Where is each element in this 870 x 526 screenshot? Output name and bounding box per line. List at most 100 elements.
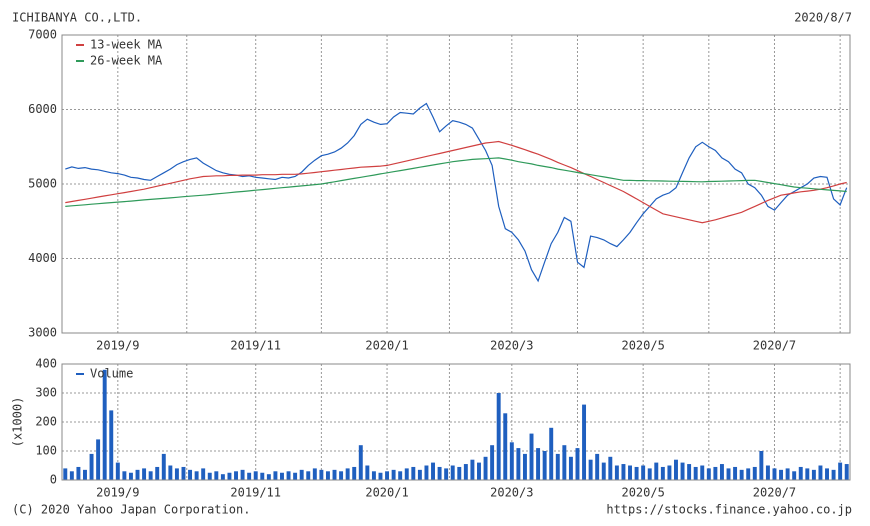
volume-bar [161, 453, 166, 480]
price-line [65, 102, 848, 283]
volume-bar [128, 472, 133, 480]
volume-bar [568, 456, 573, 480]
volume-bar [214, 471, 219, 480]
volume-bar [660, 466, 665, 480]
volume-bar [332, 469, 337, 480]
volume-bar [201, 468, 206, 480]
x-tick-label: 2019/9 [96, 339, 139, 353]
volume-bar [844, 464, 849, 480]
volume-bar [450, 465, 455, 480]
volume-bar [582, 404, 587, 480]
volume-bar [680, 462, 685, 480]
volume-bar [266, 474, 271, 480]
volume-bar [273, 471, 278, 480]
x-tick-label: 2020/1 [365, 486, 408, 500]
volume-bar [286, 471, 291, 480]
volume-bar [614, 465, 619, 480]
volume-bar [818, 465, 823, 480]
volume-bar [706, 468, 711, 480]
source-url: https://stocks.finance.yahoo.co.jp [606, 503, 852, 517]
volume-bar [148, 471, 153, 480]
volume-bar [181, 466, 186, 480]
volume-bar [431, 462, 435, 480]
volume-bar [220, 474, 225, 480]
volume-bar [188, 469, 193, 480]
volume-bar [411, 466, 416, 480]
volume-bar [509, 442, 514, 480]
volume-bar [667, 465, 672, 480]
volume-bar [792, 471, 797, 480]
volume-bar [115, 462, 120, 480]
volume-bar [96, 439, 101, 480]
volume-bar [752, 466, 757, 480]
volume-bar [109, 410, 114, 480]
volume-bar [365, 465, 370, 480]
volume-bar [102, 369, 107, 480]
volume-bar [352, 466, 357, 480]
volume-bar [588, 459, 593, 480]
volume-bar [142, 468, 147, 480]
volume-bar [549, 427, 554, 480]
volume-bar [477, 462, 481, 480]
volume-bar [470, 459, 475, 480]
volume-bar [713, 466, 718, 480]
volume-bar [483, 456, 488, 480]
y-tick-label: 6000 [28, 102, 57, 116]
volume-bar [457, 466, 462, 480]
volume-bar [122, 471, 127, 480]
volume-bar [378, 472, 383, 480]
volume-bar [542, 451, 547, 480]
volume-bar [299, 469, 304, 480]
volume-bar [805, 468, 810, 480]
volume-bar [733, 466, 738, 480]
volume-bar [726, 468, 731, 480]
company-name: ICHIBANYA CO.,LTD. [12, 11, 142, 25]
volume-bar [628, 465, 632, 480]
volume-bar [719, 464, 724, 480]
volume-bar [325, 471, 330, 480]
y-axis-label: (x1000) [11, 397, 25, 448]
legend-label: 26-week MA [90, 54, 163, 68]
y-tick-label: 200 [35, 415, 57, 429]
volume-bar [765, 465, 770, 480]
volume-bar [135, 469, 140, 480]
volume-bar [529, 433, 534, 480]
plot-border [61, 34, 851, 334]
volume-bar [575, 448, 580, 480]
y-tick-label: 5000 [28, 177, 57, 191]
price-line [65, 140, 847, 224]
volume-bar [838, 462, 843, 480]
volume-bar [811, 469, 816, 480]
volume-bar [700, 465, 705, 480]
volume-bar [253, 471, 258, 480]
volume-bar [759, 451, 764, 480]
x-tick-label: 2020/3 [490, 339, 533, 353]
volume-bar [437, 466, 442, 480]
y-tick-label: 4000 [28, 251, 57, 265]
legend-label: Volume [90, 367, 133, 381]
y-tick-label: 400 [35, 357, 57, 371]
chart-date: 2020/8/7 [794, 11, 852, 25]
volume-bar [319, 469, 324, 480]
volume-bar [825, 468, 829, 480]
y-tick-label: 0 [50, 473, 57, 487]
volume-bar [424, 465, 429, 480]
volume-bar [503, 413, 508, 480]
volume-bar [227, 472, 232, 480]
volume-bar [385, 471, 390, 480]
volume-bar [371, 471, 376, 480]
volume-bar [398, 471, 403, 480]
volume-bar [687, 464, 692, 480]
x-tick-label: 2020/3 [490, 486, 533, 500]
volume-bar [516, 448, 521, 480]
y-tick-label: 300 [35, 386, 57, 400]
volume-bar [155, 466, 160, 480]
volume-bar [634, 466, 639, 480]
volume-bar [693, 466, 698, 480]
y-tick-label: 7000 [28, 28, 57, 42]
volume-bar [772, 468, 777, 480]
volume-bar [417, 469, 422, 480]
x-tick-label: 2020/1 [365, 339, 408, 353]
x-tick-label: 2019/11 [230, 339, 281, 353]
